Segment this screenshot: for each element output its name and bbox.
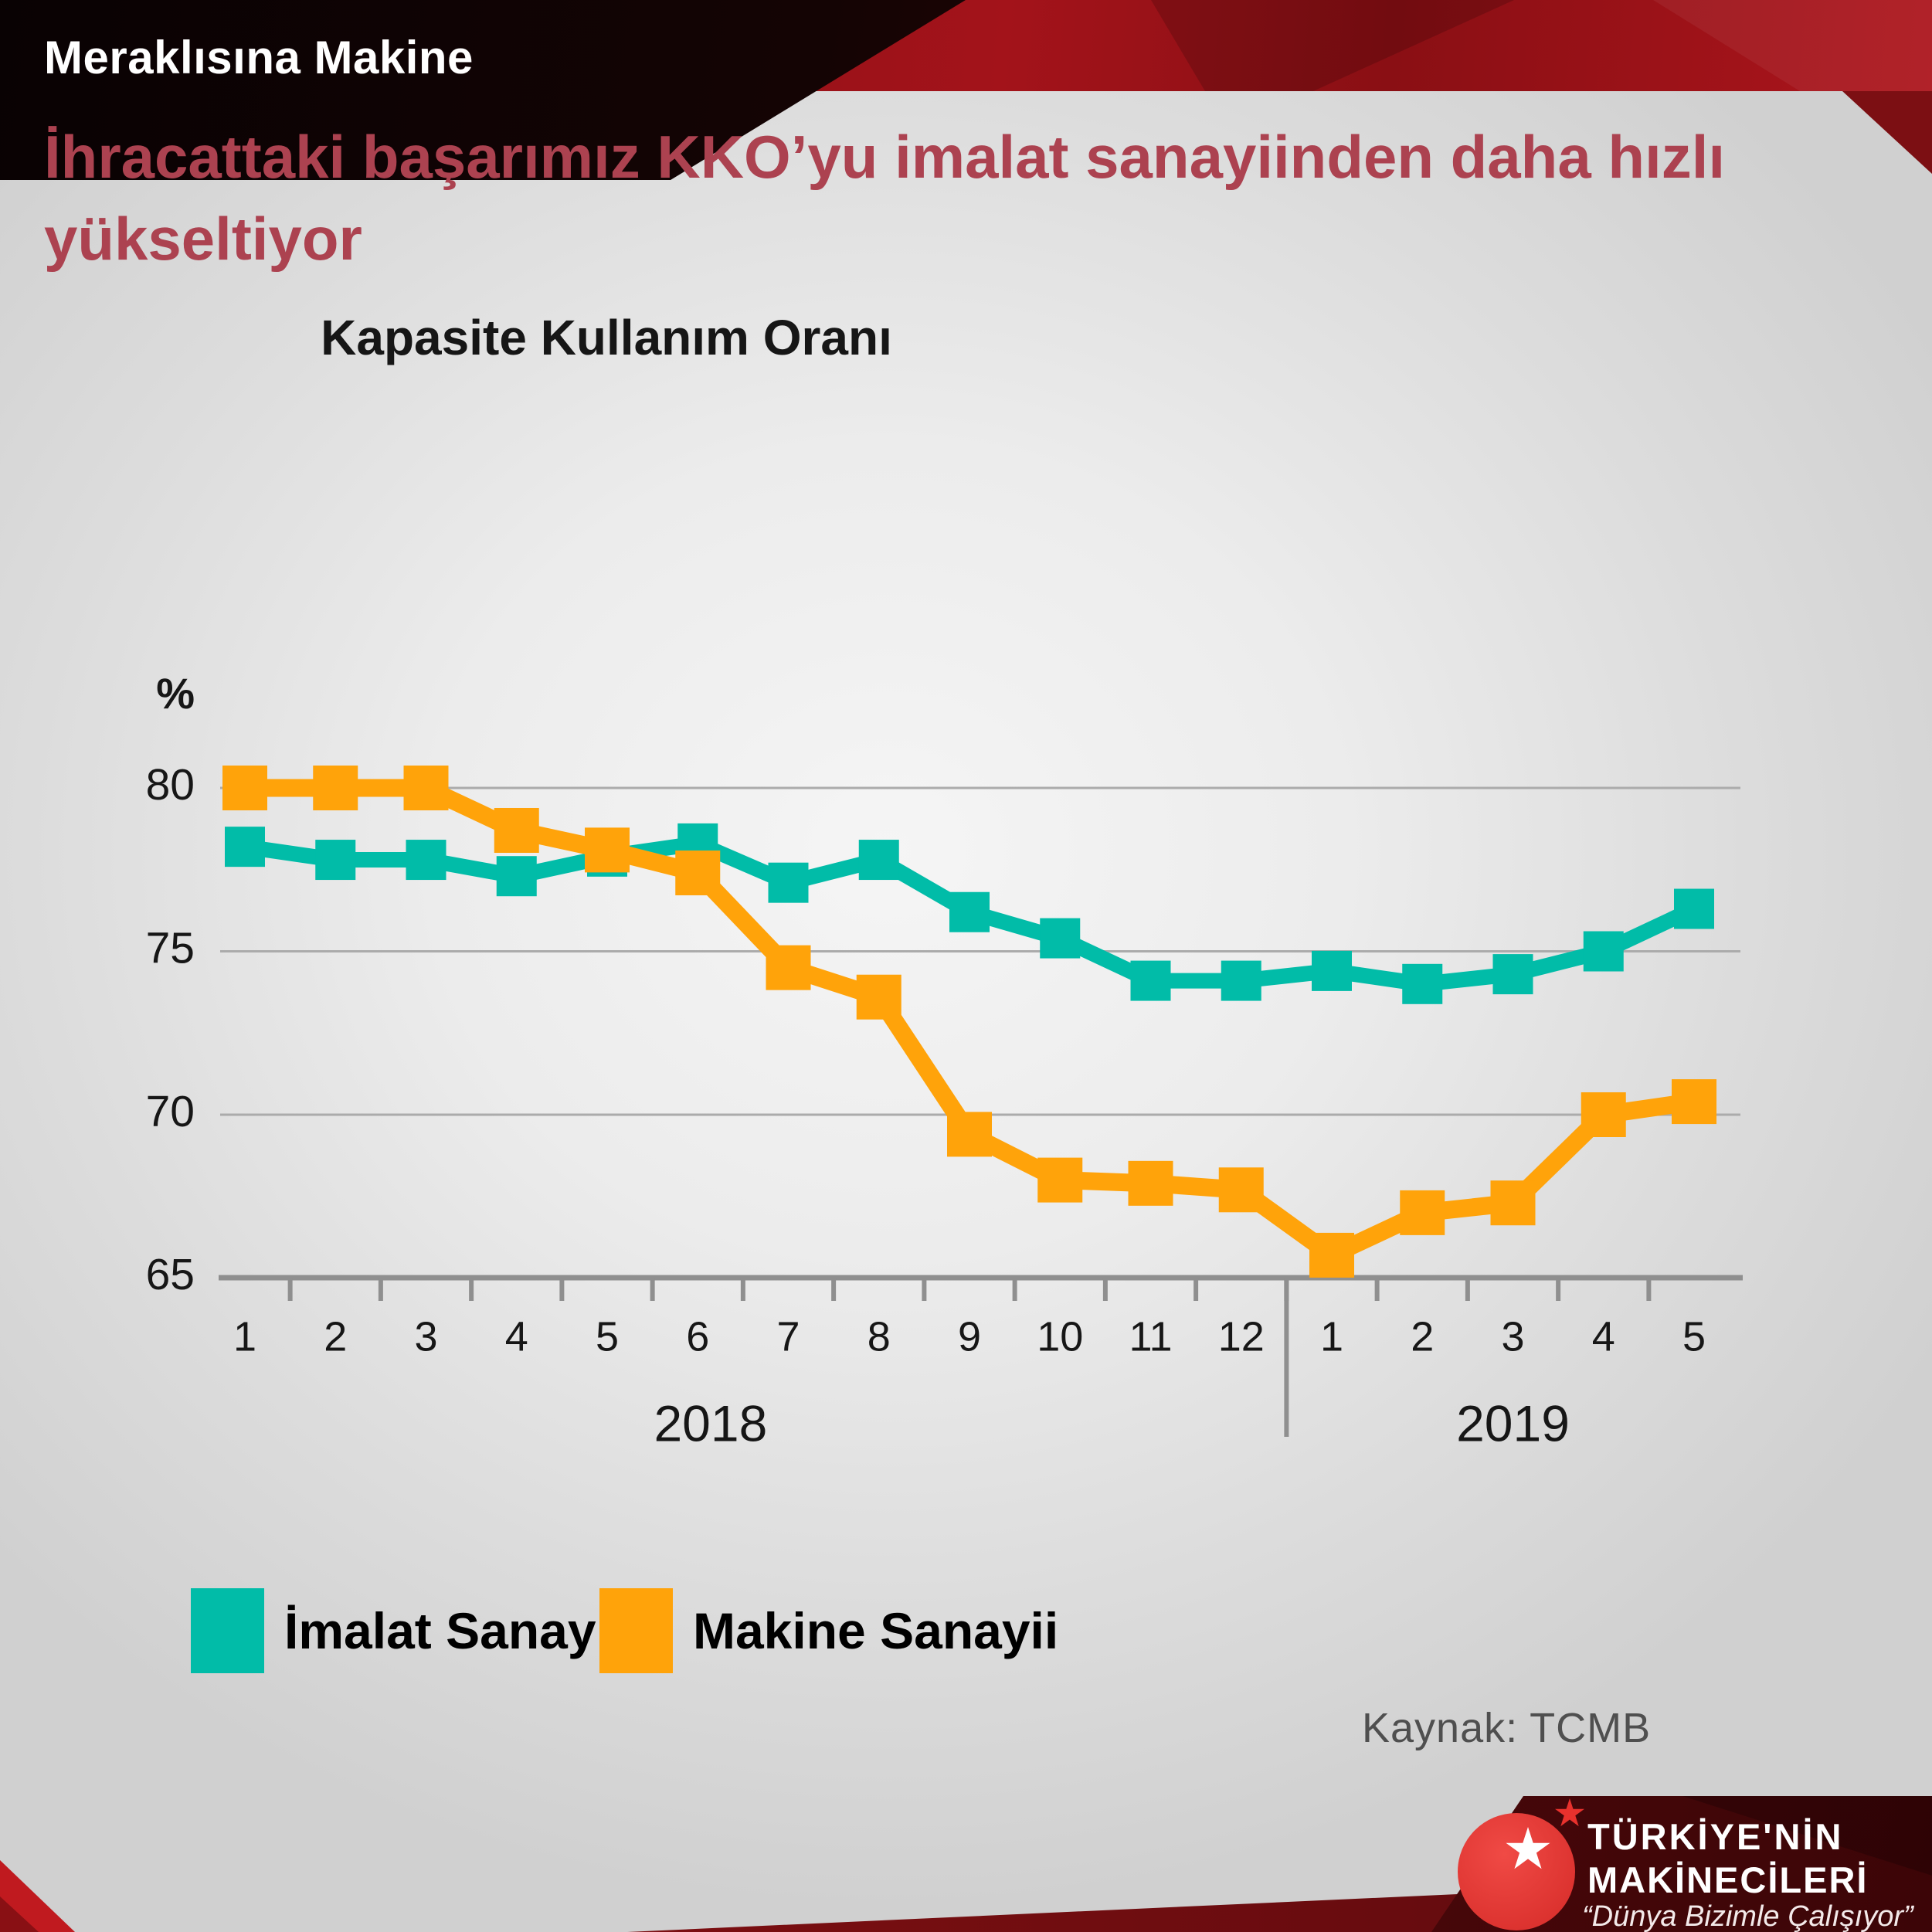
logo-tagline: “Dünya Bizimle Çalışıyor” xyxy=(1582,1900,1913,1932)
data-point-marker-imalat xyxy=(1040,918,1081,959)
x-tick-label: 3 xyxy=(1501,1313,1524,1360)
data-point-marker-makine xyxy=(766,945,811,990)
x-tick-label: 7 xyxy=(776,1313,800,1360)
data-point-marker-makine xyxy=(313,766,358,810)
year-label-2019: 2019 xyxy=(1456,1394,1570,1452)
data-point-marker-makine xyxy=(856,974,901,1020)
y-tick-label-80: 80 xyxy=(146,760,195,810)
x-tick-label: 10 xyxy=(1037,1313,1083,1360)
data-point-marker-imalat xyxy=(315,840,356,881)
x-tick-label: 6 xyxy=(686,1313,709,1360)
data-point-marker-imalat xyxy=(1312,950,1352,991)
x-tick-label: 9 xyxy=(958,1313,981,1360)
data-point-marker-makine xyxy=(1218,1167,1264,1213)
data-point-marker-imalat xyxy=(1492,954,1533,995)
x-tick-label: 4 xyxy=(1592,1313,1615,1360)
y-tick-label-65: 65 xyxy=(146,1250,195,1299)
data-point-marker-imalat xyxy=(406,840,446,881)
x-tick-label: 1 xyxy=(1320,1313,1343,1360)
turkiyenin-makinecileri-logo: TÜRKİYE'NİN MAKİNECİLERİ “Dünya Bizimle … xyxy=(1452,1798,1916,1932)
logo-white-star-icon xyxy=(1506,1827,1550,1869)
data-point-marker-makine xyxy=(1400,1190,1445,1235)
data-point-marker-makine xyxy=(585,827,630,873)
year-label-2018: 2018 xyxy=(654,1394,767,1452)
data-point-marker-imalat xyxy=(225,827,265,868)
y-axis-unit-label: % xyxy=(156,669,195,718)
data-point-marker-makine xyxy=(403,766,449,810)
x-tick-label: 11 xyxy=(1129,1313,1172,1360)
logo-text-line2: MAKİNECİLERİ xyxy=(1587,1859,1869,1900)
y-tick-label-75: 75 xyxy=(146,924,195,973)
data-point-marker-imalat xyxy=(1583,931,1624,972)
page-title: İhracattaki başarımız KKO’yu imalat sana… xyxy=(44,123,1726,273)
x-tick-label: 3 xyxy=(414,1313,437,1360)
y-tick-label-70: 70 xyxy=(146,1087,195,1136)
logo-small-red-star-icon xyxy=(1555,1798,1584,1827)
data-point-marker-makine xyxy=(1672,1079,1716,1125)
x-tick-label: 5 xyxy=(596,1313,619,1360)
chart-title: Kapasite Kullanım Oranı xyxy=(321,310,892,365)
data-point-marker-imalat xyxy=(1402,963,1443,1004)
x-tick-label: 5 xyxy=(1682,1313,1706,1360)
data-point-marker-imalat xyxy=(1674,888,1714,929)
x-tick-label: 2 xyxy=(1411,1313,1434,1360)
brand-header: Meraklısına Makine xyxy=(44,32,474,83)
data-point-marker-imalat xyxy=(768,862,809,903)
data-point-marker-makine xyxy=(1037,1157,1083,1203)
x-tick-label: 12 xyxy=(1218,1313,1265,1360)
data-point-marker-makine xyxy=(1128,1160,1173,1206)
logo-text-line1: TÜRKİYE'NİN xyxy=(1587,1816,1844,1857)
data-point-marker-makine xyxy=(494,807,539,853)
x-tick-label: 1 xyxy=(233,1313,256,1360)
data-point-marker-imalat xyxy=(1130,960,1171,1001)
source-note: Kaynak: TCMB xyxy=(1362,1705,1652,1751)
data-point-marker-imalat xyxy=(1221,960,1261,1001)
x-tick-label: 2 xyxy=(324,1313,347,1360)
data-point-marker-imalat xyxy=(858,840,899,881)
data-point-marker-makine xyxy=(1309,1232,1354,1278)
logo-emblem xyxy=(1458,1798,1584,1930)
data-point-marker-makine xyxy=(675,850,721,895)
data-point-marker-makine xyxy=(1490,1180,1536,1226)
x-tick-label: 8 xyxy=(868,1313,891,1360)
x-tick-label: 4 xyxy=(505,1313,528,1360)
data-point-marker-makine xyxy=(222,766,267,810)
data-point-marker-makine xyxy=(1581,1092,1626,1137)
series-line-makine xyxy=(245,779,1696,1266)
logo-red-circle xyxy=(1458,1813,1575,1930)
data-point-marker-makine xyxy=(947,1112,992,1157)
data-point-marker-imalat xyxy=(949,891,990,932)
data-point-marker-imalat xyxy=(496,856,537,897)
